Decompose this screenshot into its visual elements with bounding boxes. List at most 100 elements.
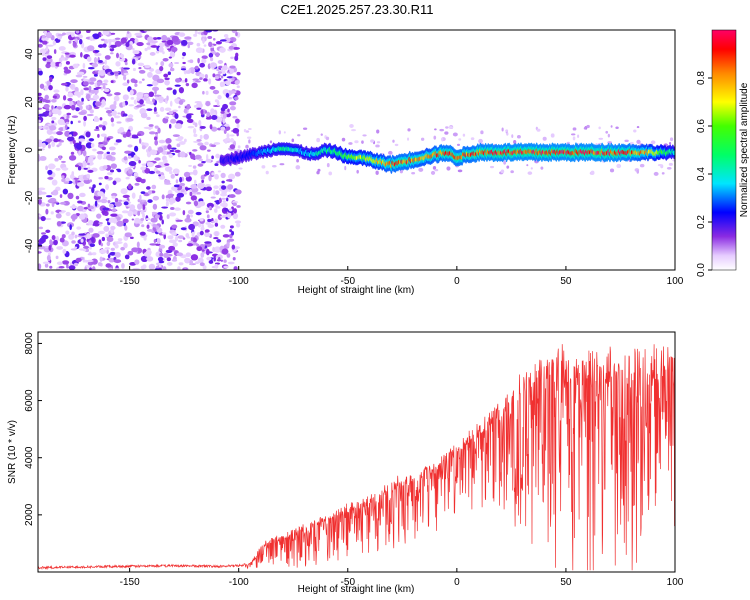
- noise-speck: [175, 78, 181, 83]
- noise-speck: [154, 139, 158, 146]
- noise-speck: [48, 85, 53, 91]
- noise-speck: [211, 126, 218, 132]
- noise-speck: [226, 76, 234, 79]
- noise-speck: [222, 118, 226, 124]
- noise-speck: [220, 110, 225, 114]
- noise-speck: [590, 170, 595, 175]
- x-tick-label: -150: [120, 276, 140, 287]
- noise-speck: [44, 94, 49, 100]
- colorbar-label: Normalized spectral amplitude: [739, 82, 750, 217]
- noise-speck: [170, 46, 178, 53]
- noise-speck: [90, 143, 95, 148]
- noise-speck: [167, 193, 175, 197]
- noise-speck: [189, 189, 192, 192]
- noise-speck: [156, 237, 161, 245]
- noise-speck: [153, 136, 158, 141]
- noise-speck: [125, 176, 130, 180]
- noise-speck: [629, 141, 634, 145]
- noise-speck: [118, 57, 126, 62]
- noise-speck: [161, 232, 167, 235]
- noise-speck: [123, 201, 129, 206]
- noise-speck: [161, 219, 164, 225]
- noise-speck: [88, 186, 92, 190]
- noise-speck: [362, 134, 367, 137]
- noise-speck: [221, 202, 228, 208]
- noise-speck: [205, 210, 209, 214]
- noise-speck: [668, 142, 672, 145]
- noise-speck: [122, 101, 126, 108]
- noise-speck: [272, 164, 277, 168]
- noise-speck: [152, 203, 158, 210]
- noise-speck: [234, 220, 242, 224]
- noise-speck: [53, 89, 60, 93]
- noise-speck: [209, 85, 216, 90]
- noise-speck: [207, 218, 212, 223]
- noise-speck: [161, 150, 168, 155]
- noise-speck: [159, 252, 164, 257]
- noise-speck: [52, 95, 57, 99]
- noise-speck: [70, 214, 78, 220]
- noise-speck: [168, 63, 174, 68]
- noise-speck: [68, 233, 75, 240]
- noise-speck: [76, 182, 85, 187]
- noise-speck: [87, 203, 91, 208]
- noise-speck: [197, 163, 204, 167]
- noise-speck: [45, 138, 53, 143]
- noise-speck: [189, 191, 193, 197]
- noise-speck: [162, 266, 167, 270]
- noise-speck: [69, 224, 72, 231]
- x-tick-label: 100: [667, 577, 684, 588]
- noise-speck: [348, 142, 353, 145]
- noise-speck: [140, 178, 146, 184]
- noise-speck: [124, 232, 132, 238]
- noise-speck: [87, 169, 94, 173]
- noise-speck: [164, 182, 172, 185]
- noise-speck: [184, 217, 192, 223]
- noise-speck: [51, 131, 58, 135]
- noise-speck: [143, 251, 152, 257]
- noise-speck: [221, 189, 227, 195]
- noise-speck: [53, 239, 58, 246]
- noise-speck: [38, 263, 42, 270]
- noise-speck: [92, 233, 100, 238]
- noise-speck: [126, 79, 130, 84]
- noise-speck: [105, 154, 113, 161]
- noise-speck: [56, 144, 60, 148]
- noise-speck: [219, 47, 226, 53]
- noise-speck: [133, 154, 138, 161]
- noise-speck: [160, 61, 165, 67]
- noise-speck: [121, 263, 125, 269]
- noise-speck: [74, 246, 78, 249]
- noise-speck: [173, 184, 180, 188]
- noise-speck: [166, 39, 174, 46]
- noise-speck: [112, 217, 118, 224]
- noise-speck: [212, 104, 221, 108]
- noise-speck: [168, 239, 177, 244]
- noise-speck: [64, 57, 68, 61]
- noise-speck: [127, 210, 133, 217]
- noise-speck: [162, 51, 165, 55]
- noise-speck: [61, 260, 70, 265]
- x-tick-label: -50: [341, 577, 356, 588]
- noise-speck: [150, 217, 158, 223]
- noise-speck: [106, 93, 113, 97]
- noise-speck: [163, 252, 170, 258]
- noise-speck: [51, 116, 57, 121]
- noise-speck: [181, 56, 185, 60]
- noise-speck: [190, 237, 194, 242]
- noise-speck: [212, 37, 216, 41]
- noise-speck: [550, 133, 555, 138]
- noise-speck: [212, 73, 216, 78]
- noise-speck: [98, 182, 102, 186]
- noise-speck: [205, 207, 210, 211]
- noise-speck: [38, 107, 43, 110]
- noise-speck: [187, 44, 190, 49]
- noise-speck: [90, 89, 96, 94]
- noise-speck: [88, 246, 92, 250]
- noise-speck: [144, 64, 151, 69]
- noise-speck: [169, 170, 173, 175]
- noise-speck: [79, 192, 86, 198]
- noise-speck: [45, 32, 53, 39]
- noise-speck: [598, 126, 601, 130]
- noise-speck: [144, 47, 148, 52]
